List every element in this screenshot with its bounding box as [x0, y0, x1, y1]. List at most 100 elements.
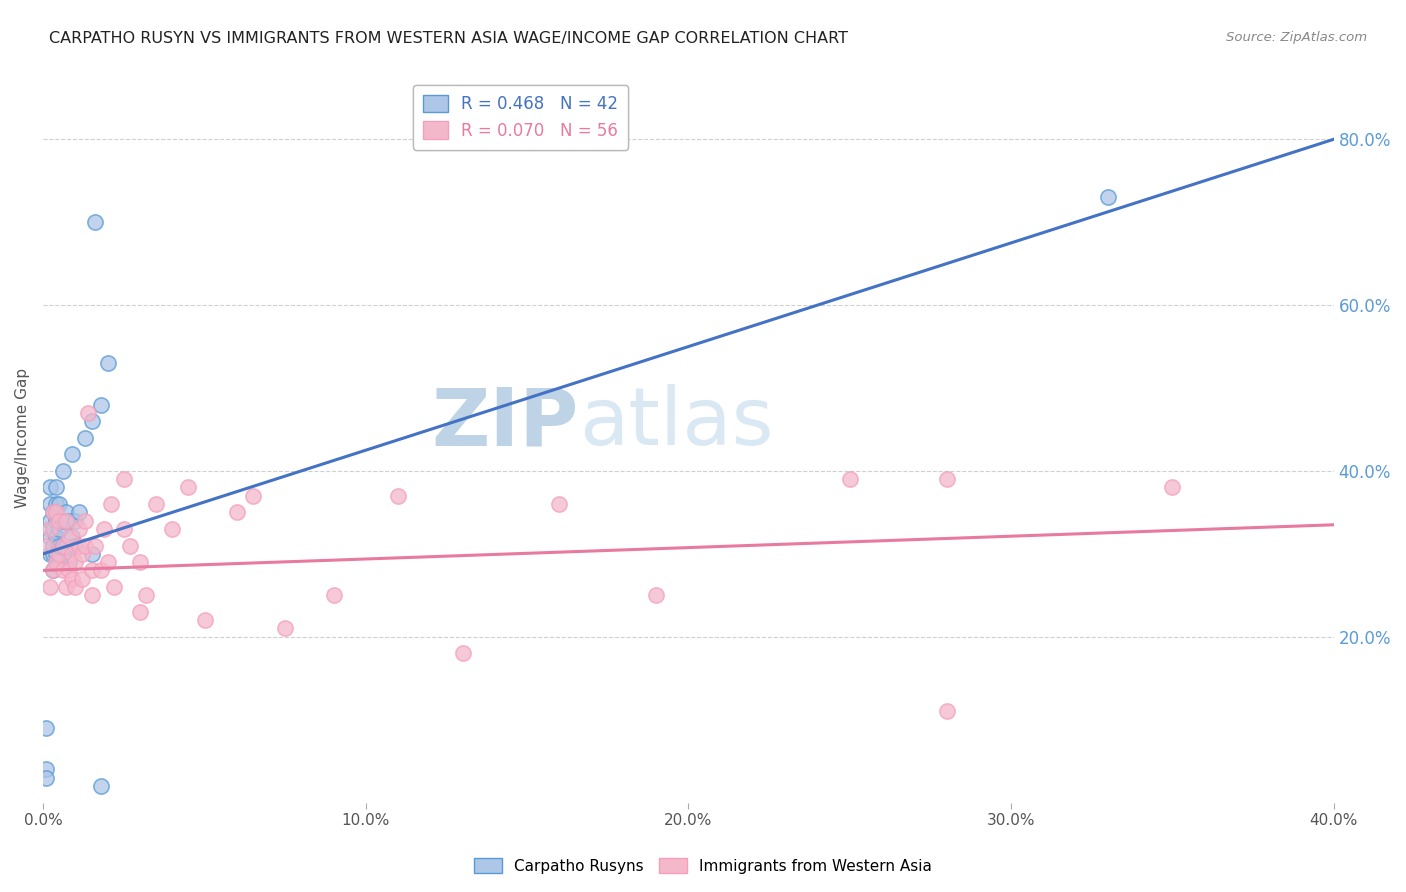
- Point: [80, 563, 103, 577]
- Point: [55, 505, 77, 519]
- Point: [548, 497, 571, 511]
- Point: [75, 539, 97, 553]
- Point: [65, 580, 87, 594]
- Point: [80, 547, 103, 561]
- Point: [38, 514, 60, 528]
- Point: [83, 215, 105, 229]
- Point: [75, 431, 97, 445]
- Point: [51, 514, 73, 528]
- Point: [935, 472, 957, 486]
- Point: [60, 530, 83, 544]
- Point: [42, 539, 65, 553]
- Point: [45, 481, 67, 495]
- Point: [100, 497, 122, 511]
- Point: [90, 563, 112, 577]
- Point: [60, 447, 83, 461]
- Point: [48, 522, 70, 536]
- Point: [103, 580, 125, 594]
- Point: [112, 472, 135, 486]
- Point: [135, 588, 157, 602]
- Point: [58, 514, 80, 528]
- Point: [67, 505, 90, 519]
- Point: [225, 505, 247, 519]
- Point: [129, 555, 152, 569]
- Point: [60, 572, 83, 586]
- Legend: R = 0.468   N = 42, R = 0.070   N = 56: R = 0.468 N = 42, R = 0.070 N = 56: [413, 85, 628, 150]
- Point: [35, 771, 58, 785]
- Point: [51, 539, 73, 553]
- Point: [35, 763, 58, 777]
- Point: [322, 588, 344, 602]
- Point: [67, 539, 90, 553]
- Point: [45, 497, 67, 511]
- Point: [38, 481, 60, 495]
- Y-axis label: Wage/Income Gap: Wage/Income Gap: [15, 368, 30, 508]
- Point: [177, 481, 200, 495]
- Point: [45, 530, 67, 544]
- Point: [55, 580, 77, 594]
- Point: [75, 514, 97, 528]
- Point: [90, 779, 112, 793]
- Point: [42, 522, 65, 536]
- Point: [35, 539, 58, 553]
- Point: [42, 505, 65, 519]
- Point: [45, 505, 67, 519]
- Point: [58, 555, 80, 569]
- Point: [55, 514, 77, 528]
- Point: [51, 563, 73, 577]
- Point: [45, 547, 67, 561]
- Point: [162, 522, 184, 536]
- Point: [1161, 481, 1184, 495]
- Point: [38, 497, 60, 511]
- Point: [93, 522, 115, 536]
- Point: [1097, 190, 1119, 204]
- Point: [48, 514, 70, 528]
- Point: [65, 555, 87, 569]
- Point: [45, 514, 67, 528]
- Point: [70, 547, 93, 561]
- Point: [67, 522, 90, 536]
- Point: [935, 704, 957, 718]
- Point: [38, 530, 60, 544]
- Point: [193, 613, 215, 627]
- Point: [387, 489, 409, 503]
- Point: [242, 489, 264, 503]
- Point: [48, 547, 70, 561]
- Text: Source: ZipAtlas.com: Source: ZipAtlas.com: [1226, 31, 1367, 45]
- Point: [77, 406, 100, 420]
- Point: [274, 622, 297, 636]
- Point: [145, 497, 167, 511]
- Point: [70, 572, 93, 586]
- Text: atlas: atlas: [579, 384, 773, 462]
- Point: [645, 588, 668, 602]
- Point: [48, 555, 70, 569]
- Point: [129, 605, 152, 619]
- Point: [42, 505, 65, 519]
- Point: [42, 563, 65, 577]
- Point: [65, 539, 87, 553]
- Legend: Carpatho Rusyns, Immigrants from Western Asia: Carpatho Rusyns, Immigrants from Western…: [468, 852, 938, 880]
- Point: [42, 563, 65, 577]
- Point: [838, 472, 860, 486]
- Point: [45, 555, 67, 569]
- Point: [451, 646, 474, 660]
- Point: [97, 555, 120, 569]
- Point: [35, 721, 58, 735]
- Point: [58, 563, 80, 577]
- Text: ZIP: ZIP: [432, 384, 579, 462]
- Point: [80, 588, 103, 602]
- Point: [112, 522, 135, 536]
- Point: [58, 530, 80, 544]
- Point: [55, 539, 77, 553]
- Point: [38, 580, 60, 594]
- Point: [97, 356, 120, 370]
- Point: [48, 539, 70, 553]
- Point: [51, 464, 73, 478]
- Text: CARPATHO RUSYN VS IMMIGRANTS FROM WESTERN ASIA WAGE/INCOME GAP CORRELATION CHART: CARPATHO RUSYN VS IMMIGRANTS FROM WESTER…: [49, 31, 848, 46]
- Point: [51, 539, 73, 553]
- Point: [60, 547, 83, 561]
- Point: [48, 497, 70, 511]
- Point: [83, 539, 105, 553]
- Point: [38, 522, 60, 536]
- Point: [65, 514, 87, 528]
